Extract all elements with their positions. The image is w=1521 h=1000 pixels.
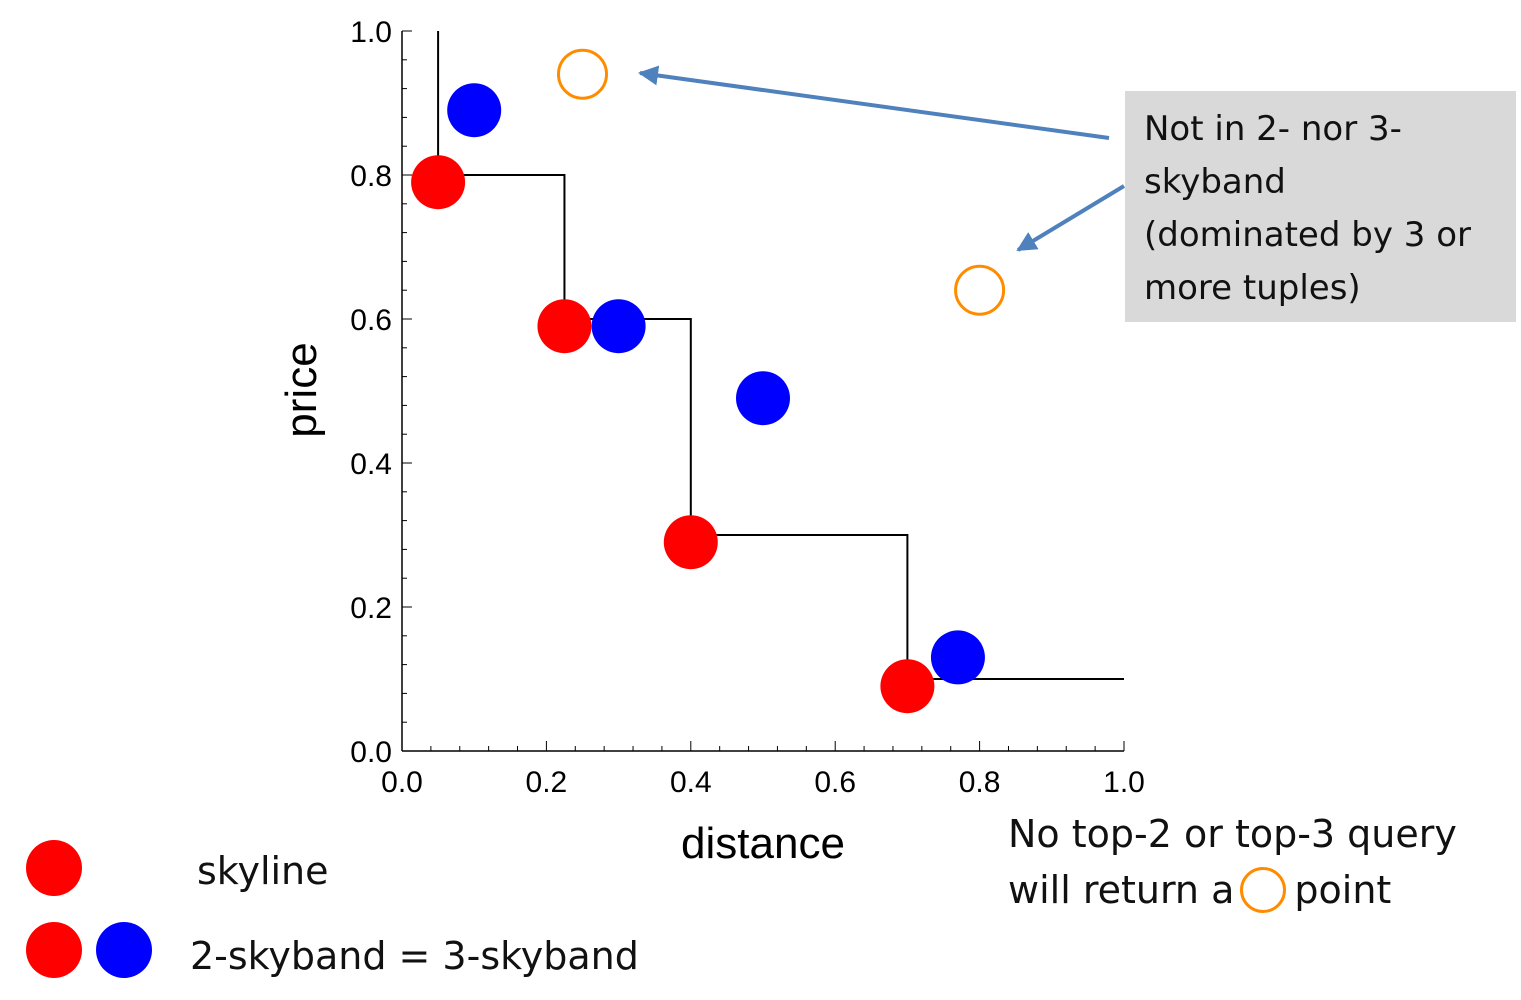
hollow-circle-icon [1240, 866, 1287, 913]
callout-arrow-bottom [1016, 184, 1126, 252]
skyband-point [591, 299, 646, 354]
skyline-staircase-line [437, 31, 1124, 680]
callout-line: Not in 2- nor 3- [1144, 109, 1402, 149]
callout-line: (dominated by 3 or [1144, 215, 1471, 255]
legend-skyband-red-dot [26, 922, 82, 978]
callout-arrow-top [638, 65, 1110, 140]
note-line-2-end: point [1294, 868, 1392, 912]
skyline-staircase [437, 31, 1124, 680]
legend-skyband-blue-dot [96, 922, 152, 978]
skyline-point [537, 299, 592, 354]
x-tick-label: 0.2 [526, 766, 568, 799]
y-tick-label: 0.8 [350, 160, 392, 193]
excluded-point [557, 48, 608, 100]
note-line-1: No top-2 or top-3 query [1008, 812, 1457, 856]
y-tick-label: 1.0 [350, 16, 392, 49]
x-tick-label: 0.6 [814, 766, 856, 799]
y-axis-label: price [277, 342, 326, 437]
skyline-point [880, 659, 935, 714]
y-tick-label: 0.2 [350, 592, 392, 625]
skyline-point [411, 155, 466, 210]
callout-box: Not in 2- nor 3- skyband (dominated by 3… [1125, 91, 1516, 322]
x-tick-label: 0.8 [959, 766, 1001, 799]
x-tick-label: 0.4 [670, 766, 712, 799]
excluded-point [954, 264, 1006, 316]
x-tick-label: 0.0 [381, 766, 423, 799]
y-tick-label: 0.6 [350, 304, 392, 337]
skyband-point [930, 630, 985, 685]
y-tick-label: 0.4 [350, 448, 392, 481]
skyband-point [736, 371, 790, 426]
ticks: 0.0 0.2 0.4 0.6 0.8 1.0 0.0 0.2 0.4 0.6 0.8 1.0 [350, 16, 1145, 799]
legend-skyline-label: skyline [197, 849, 329, 893]
note-line-2-start: will return a [1008, 868, 1235, 912]
callout-arrows [638, 65, 1126, 252]
skyband-point [447, 83, 502, 138]
x-axis-label: distance [681, 819, 845, 868]
skyline-point [663, 515, 718, 570]
legend-skyband-label: 2-skyband = 3-skyband [190, 934, 639, 978]
legend-skyline-red-dot [26, 840, 82, 896]
axes [401, 31, 1124, 752]
callout-line: skyband [1144, 162, 1286, 202]
note-line-2: will return a point [1008, 862, 1457, 918]
callout-line: more tuples) [1144, 268, 1361, 308]
y-tick-label: 0.0 [350, 736, 392, 769]
query-note: No top-2 or top-3 query will return a poi… [1008, 806, 1457, 918]
data-points [411, 48, 1006, 714]
x-tick-label: 1.0 [1103, 766, 1145, 799]
